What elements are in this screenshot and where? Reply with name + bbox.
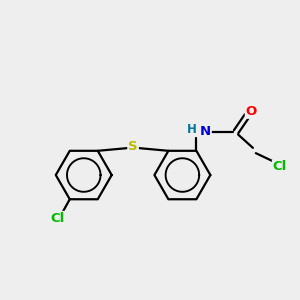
Text: H: H [186, 123, 196, 136]
Text: Cl: Cl [51, 212, 65, 225]
Text: O: O [246, 105, 257, 118]
Text: N: N [200, 125, 211, 138]
Text: S: S [128, 140, 138, 153]
Text: Cl: Cl [273, 160, 287, 173]
